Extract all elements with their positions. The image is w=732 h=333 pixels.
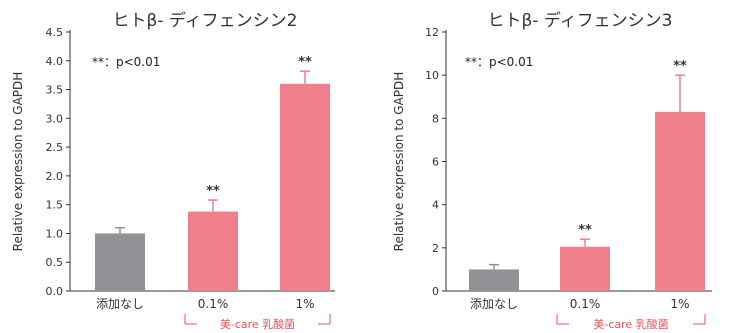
y-tick-label: 3.0 xyxy=(46,112,64,125)
category-label: 1% xyxy=(670,297,689,311)
y-tick-label: 0 xyxy=(432,285,439,298)
y-tick-label: 10 xyxy=(425,69,439,82)
significance-mark: ** xyxy=(578,223,592,238)
y-tick-label: 0.5 xyxy=(46,256,64,269)
category-label: 添加なし xyxy=(96,297,144,311)
y-tick-label: 1.5 xyxy=(46,199,64,212)
y-tick-label: 4 xyxy=(432,199,439,212)
category-label: 1% xyxy=(295,297,314,311)
significance-note: **：p<0.01 xyxy=(92,55,160,69)
y-tick-label: 0.0 xyxy=(46,285,64,298)
bar xyxy=(280,83,330,291)
group-label: 美-care 乳酸菌 xyxy=(220,317,295,331)
y-axis-label: Relative expression to GAPDH xyxy=(11,72,25,252)
significance-mark: ** xyxy=(206,184,220,199)
y-axis-label: Relative expression to GAPDH xyxy=(392,72,406,252)
y-tick-label: 6 xyxy=(432,156,439,169)
chart-title: ヒトβ- ディフェンシン3 xyxy=(487,10,672,31)
y-tick-label: 12 xyxy=(425,26,439,39)
bar xyxy=(655,111,705,291)
y-tick-label: 1.0 xyxy=(46,227,64,240)
chart-defensin-3: ヒトβ- ディフェンシン3 Relative expression to GAPD… xyxy=(392,10,712,331)
y-tick-label: 2.5 xyxy=(46,141,64,154)
bar xyxy=(560,246,610,291)
y-tick-label: 2.0 xyxy=(46,170,64,183)
bar xyxy=(95,233,145,291)
group-label: 美-care 乳酸菌 xyxy=(593,317,668,331)
chart-title: ヒトβ- ディフェンシン2 xyxy=(112,10,297,31)
category-label: 添加なし xyxy=(470,297,518,311)
chart-defensin-2: ヒトβ- ディフェンシン2 Relative expression to GAPD… xyxy=(11,10,335,331)
category-label: 0.1% xyxy=(570,297,601,311)
significance-mark: ** xyxy=(298,55,312,70)
y-tick-label: 4.0 xyxy=(46,55,64,68)
y-tick-label: 8 xyxy=(432,112,439,125)
bar xyxy=(469,269,519,291)
y-tick-label: 2 xyxy=(432,242,439,255)
bar xyxy=(188,211,238,291)
significance-note: **：p<0.01 xyxy=(465,55,533,69)
category-label: 0.1% xyxy=(198,297,229,311)
significance-mark: ** xyxy=(673,59,687,74)
y-tick-label: 4.5 xyxy=(46,26,64,39)
y-tick-label: 3.5 xyxy=(46,84,64,97)
